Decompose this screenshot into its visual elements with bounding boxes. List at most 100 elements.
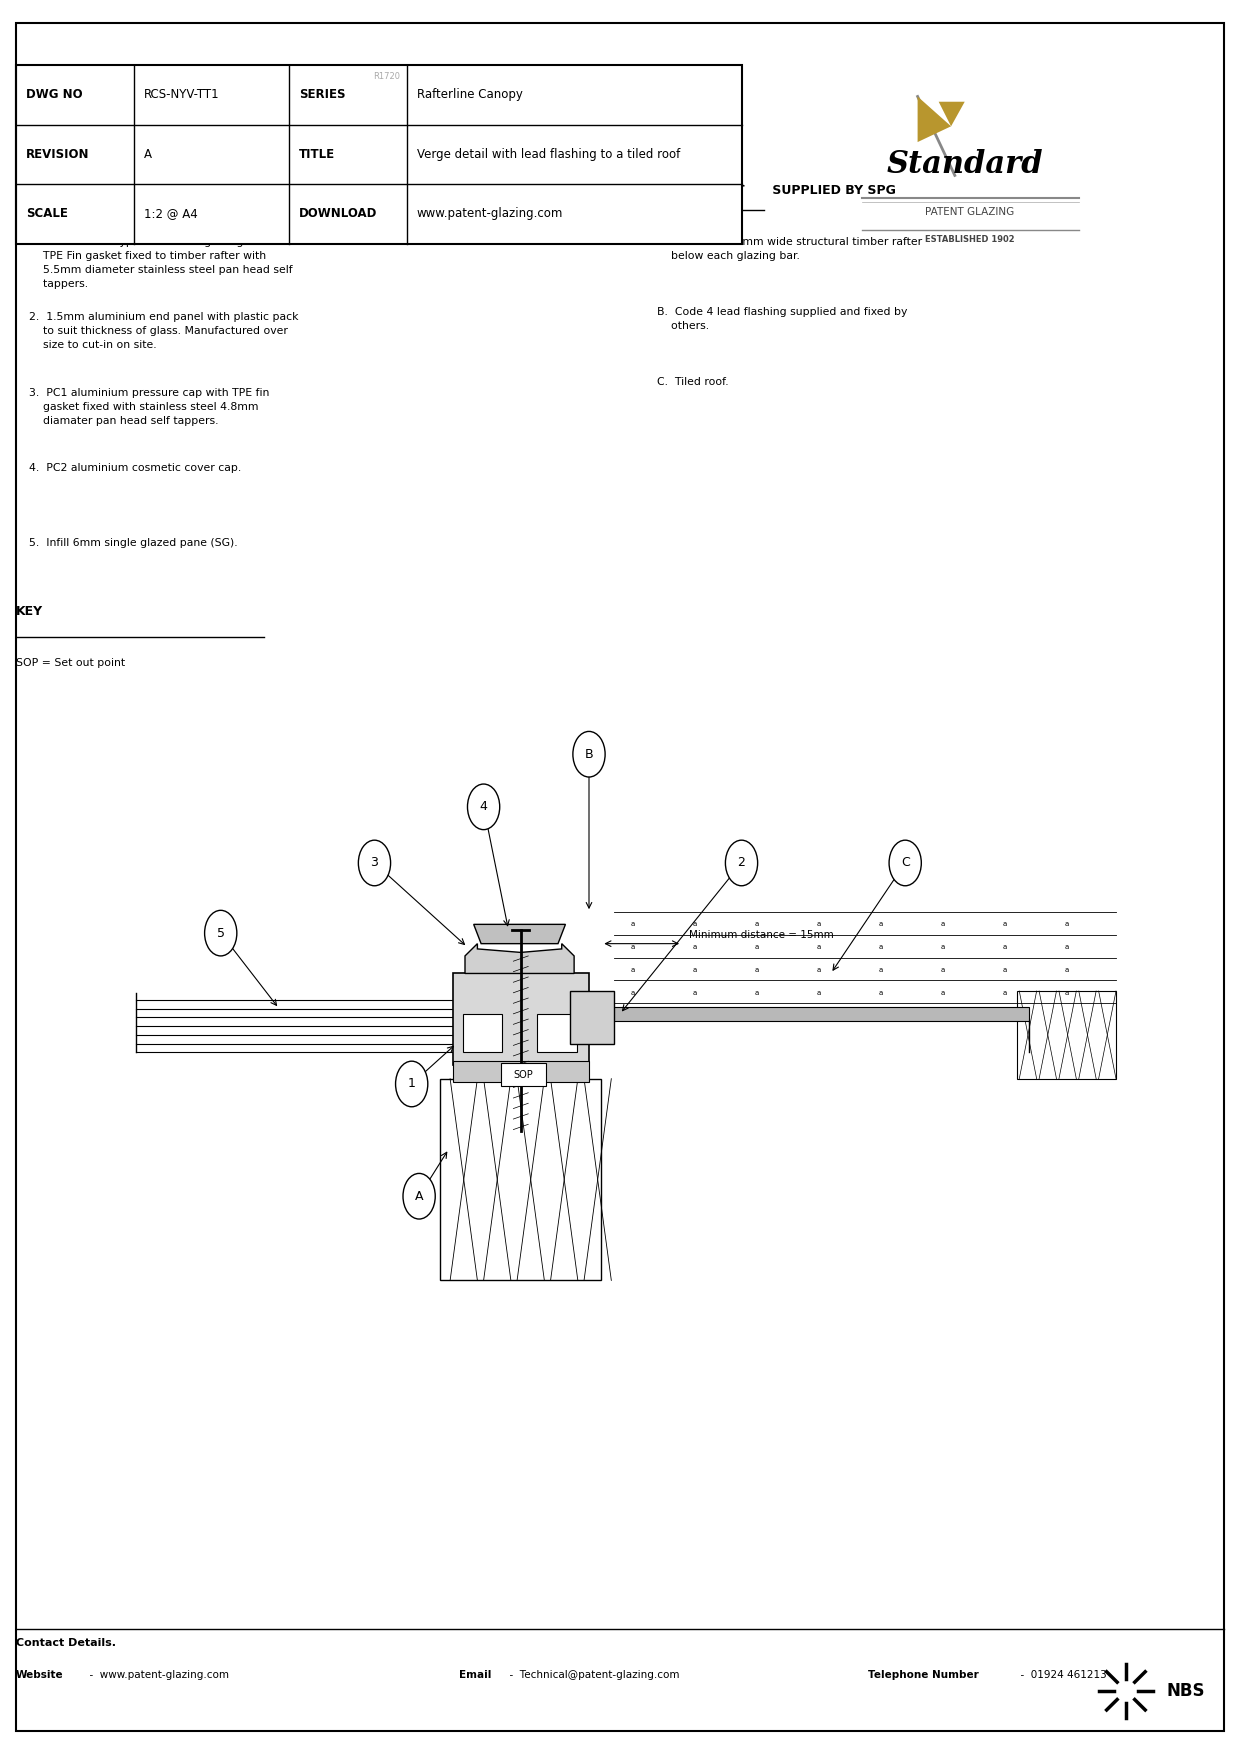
Text: a: a [878,944,883,951]
Text: a: a [816,921,821,928]
Text: 3.  PC1 aluminium pressure cap with TPE fin
    gasket fixed with stainless stee: 3. PC1 aluminium pressure cap with TPE f… [29,388,269,426]
Text: ITEMS: ITEMS [645,184,692,196]
Text: a: a [816,989,821,996]
Text: a: a [754,989,759,996]
Text: SCALE: SCALE [26,207,68,221]
Text: 4.  PC2 aluminium cosmetic cover cap.: 4. PC2 aluminium cosmetic cover cap. [29,463,241,474]
Text: a: a [1064,966,1069,973]
Text: a: a [754,921,759,928]
Text: a: a [940,944,945,951]
Polygon shape [918,96,951,142]
Text: a: a [692,921,697,928]
Text: 5.  Infill 6mm single glazed pane (SG).: 5. Infill 6mm single glazed pane (SG). [29,538,237,549]
Circle shape [889,840,921,886]
Circle shape [573,731,605,777]
Circle shape [403,1173,435,1219]
Text: Rafterline Canopy: Rafterline Canopy [417,88,522,102]
Text: a: a [630,989,635,996]
Text: Verge detail with lead flashing to a tiled roof: Verge detail with lead flashing to a til… [417,147,680,161]
Text: Telephone Number: Telephone Number [868,1670,978,1680]
Text: a: a [816,966,821,973]
Text: a: a [878,921,883,928]
Text: NBS: NBS [1167,1682,1205,1700]
Text: a: a [940,966,945,973]
Text: 3: 3 [371,856,378,870]
Text: 2: 2 [738,856,745,870]
Text: B.  Code 4 lead flashing supplied and fixed by
    others.: B. Code 4 lead flashing supplied and fix… [657,307,908,332]
Text: Standard: Standard [887,149,1043,181]
Text: -  01924 461213: - 01924 461213 [1014,1670,1107,1680]
Circle shape [205,910,237,956]
FancyBboxPatch shape [501,1063,546,1086]
Bar [453,973,589,1065]
Text: DWG NO: DWG NO [26,88,83,102]
Text: a: a [878,989,883,996]
Circle shape [725,840,758,886]
Polygon shape [465,944,574,973]
Bar [16,65,742,244]
Text: a: a [1064,989,1069,996]
Text: Website: Website [16,1670,63,1680]
Text: a: a [1002,944,1007,951]
Text: a: a [1064,944,1069,951]
Text: DOWNLOAD: DOWNLOAD [299,207,377,221]
Text: a: a [692,989,697,996]
Text: TITLE: TITLE [299,147,335,161]
Text: a: a [1002,989,1007,996]
Text: B: B [585,747,593,761]
Circle shape [396,1061,428,1107]
Text: 2.  1.5mm aluminium end panel with plastic pack
    to suit thickness of glass. : 2. 1.5mm aluminium end panel with plasti… [29,312,298,351]
Text: a: a [692,966,697,973]
Text: 1.  SPG1 Rafter type aluminium glazing bar with
    TPE Fin gasket fixed to timb: 1. SPG1 Rafter type aluminium glazing ba… [29,237,293,289]
Text: SOP = Set out point: SOP = Set out point [16,658,125,668]
Text: a: a [630,944,635,951]
Text: a: a [940,921,945,928]
Text: ITEMS SUPPLIED BY SPG: ITEMS SUPPLIED BY SPG [16,184,187,196]
Text: a: a [754,966,759,973]
Text: SUPPLIED BY SPG: SUPPLIED BY SPG [768,184,895,196]
Text: KEY: KEY [16,605,43,617]
Text: Contact Details.: Contact Details. [16,1638,117,1649]
Circle shape [358,840,391,886]
Polygon shape [474,924,565,944]
Text: a: a [1002,966,1007,973]
Text: a: a [630,921,635,928]
Text: REVISION: REVISION [26,147,89,161]
Text: -  www.patent-glazing.com: - www.patent-glazing.com [83,1670,229,1680]
Text: ESTABLISHED 1902: ESTABLISHED 1902 [925,235,1014,244]
Text: www.patent-glazing.com: www.patent-glazing.com [417,207,563,221]
Text: 1: 1 [408,1077,415,1091]
Bar [453,1061,589,1082]
Text: a: a [816,944,821,951]
Text: a: a [1002,921,1007,928]
Text: NOT: NOT [715,184,745,196]
Polygon shape [939,102,965,126]
Text: C.  Tiled roof.: C. Tiled roof. [657,377,729,388]
Text: 1:2 @ A4: 1:2 @ A4 [144,207,197,221]
Text: A: A [144,147,151,161]
Text: 4: 4 [480,800,487,814]
Text: a: a [878,966,883,973]
Text: a: a [1064,921,1069,928]
Bar [440,1079,601,1280]
Text: A: A [415,1189,423,1203]
Polygon shape [570,991,614,1044]
Polygon shape [574,1007,1029,1021]
Text: a: a [630,966,635,973]
Text: a: a [754,944,759,951]
Circle shape [467,784,500,830]
Text: Email: Email [459,1670,491,1680]
Text: 5: 5 [217,926,224,940]
Text: -  Technical@patent-glazing.com: - Technical@patent-glazing.com [503,1670,680,1680]
Bar [463,1014,502,1052]
Text: R1720: R1720 [373,72,401,81]
Text: PATENT GLAZING: PATENT GLAZING [925,207,1014,217]
Text: SOP: SOP [513,1070,533,1080]
Text: A.  Minimum 44mm wide structural timber rafter
    below each glazing bar.: A. Minimum 44mm wide structural timber r… [657,237,923,261]
Text: Minimum distance = 15mm: Minimum distance = 15mm [689,930,835,940]
Bar [537,1014,577,1052]
Text: a: a [692,944,697,951]
Text: a: a [940,989,945,996]
Bar [1017,991,1116,1079]
Text: C: C [900,856,910,870]
